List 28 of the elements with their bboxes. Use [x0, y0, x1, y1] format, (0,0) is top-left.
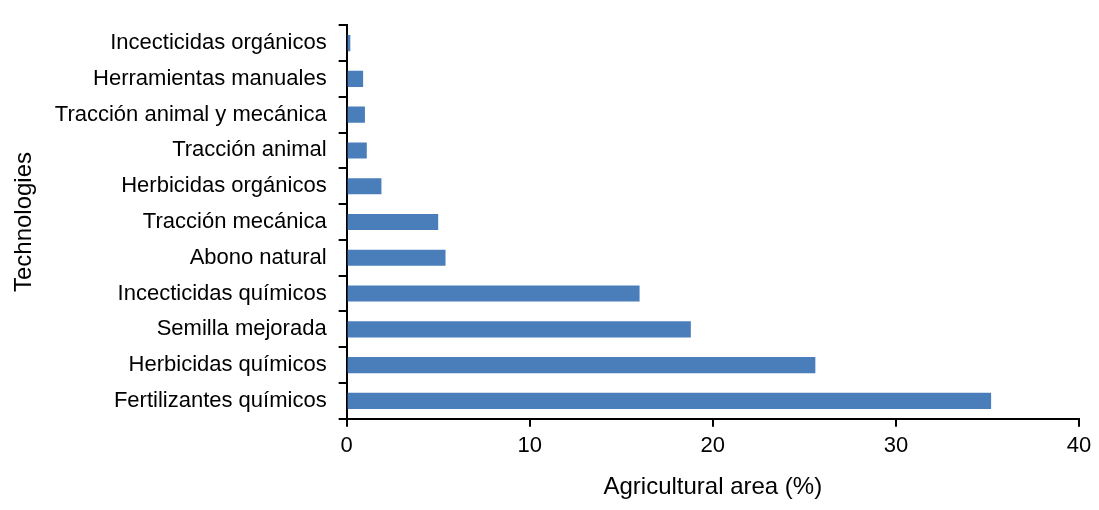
y-tick-label: Tracción animal: [172, 136, 327, 162]
y-tick-label: Tracción mecánica: [142, 208, 328, 234]
bar: [347, 392, 992, 409]
bar: [347, 70, 364, 87]
y-tick-label: Fertilizantes químicos: [113, 386, 327, 412]
x-tick-label: 30: [883, 432, 909, 458]
bar: [347, 142, 367, 159]
y-tick-label: Herramientas manuales: [93, 64, 327, 90]
y-tick-label: Incecticidas orgánicos: [110, 29, 327, 55]
bar: [347, 178, 382, 195]
y-tick-label: Herbicidas químicos: [128, 351, 327, 377]
bar: [347, 285, 640, 302]
bar: [347, 249, 446, 266]
x-tick-label: 20: [700, 432, 726, 458]
bar: [347, 321, 691, 338]
y-tick-label: Herbicidas orgánicos: [121, 172, 327, 198]
x-axis-title: Agricultural area (%): [603, 472, 823, 500]
x-tick-label: 10: [517, 432, 542, 458]
x-tick-label: 0: [340, 432, 353, 458]
y-tick-label: Tracción animal y mecánica: [54, 100, 328, 126]
bar: [347, 213, 439, 231]
y-tick-label: Semilla mejorada: [156, 315, 328, 341]
y-axis-title: Technologies: [9, 151, 37, 293]
x-tick-label: 40: [1066, 432, 1092, 458]
y-tick-label: Incecticidas químicos: [117, 279, 327, 305]
y-tick-label: Abono natural: [189, 243, 327, 269]
bar: [347, 357, 816, 374]
bar: [347, 106, 365, 123]
